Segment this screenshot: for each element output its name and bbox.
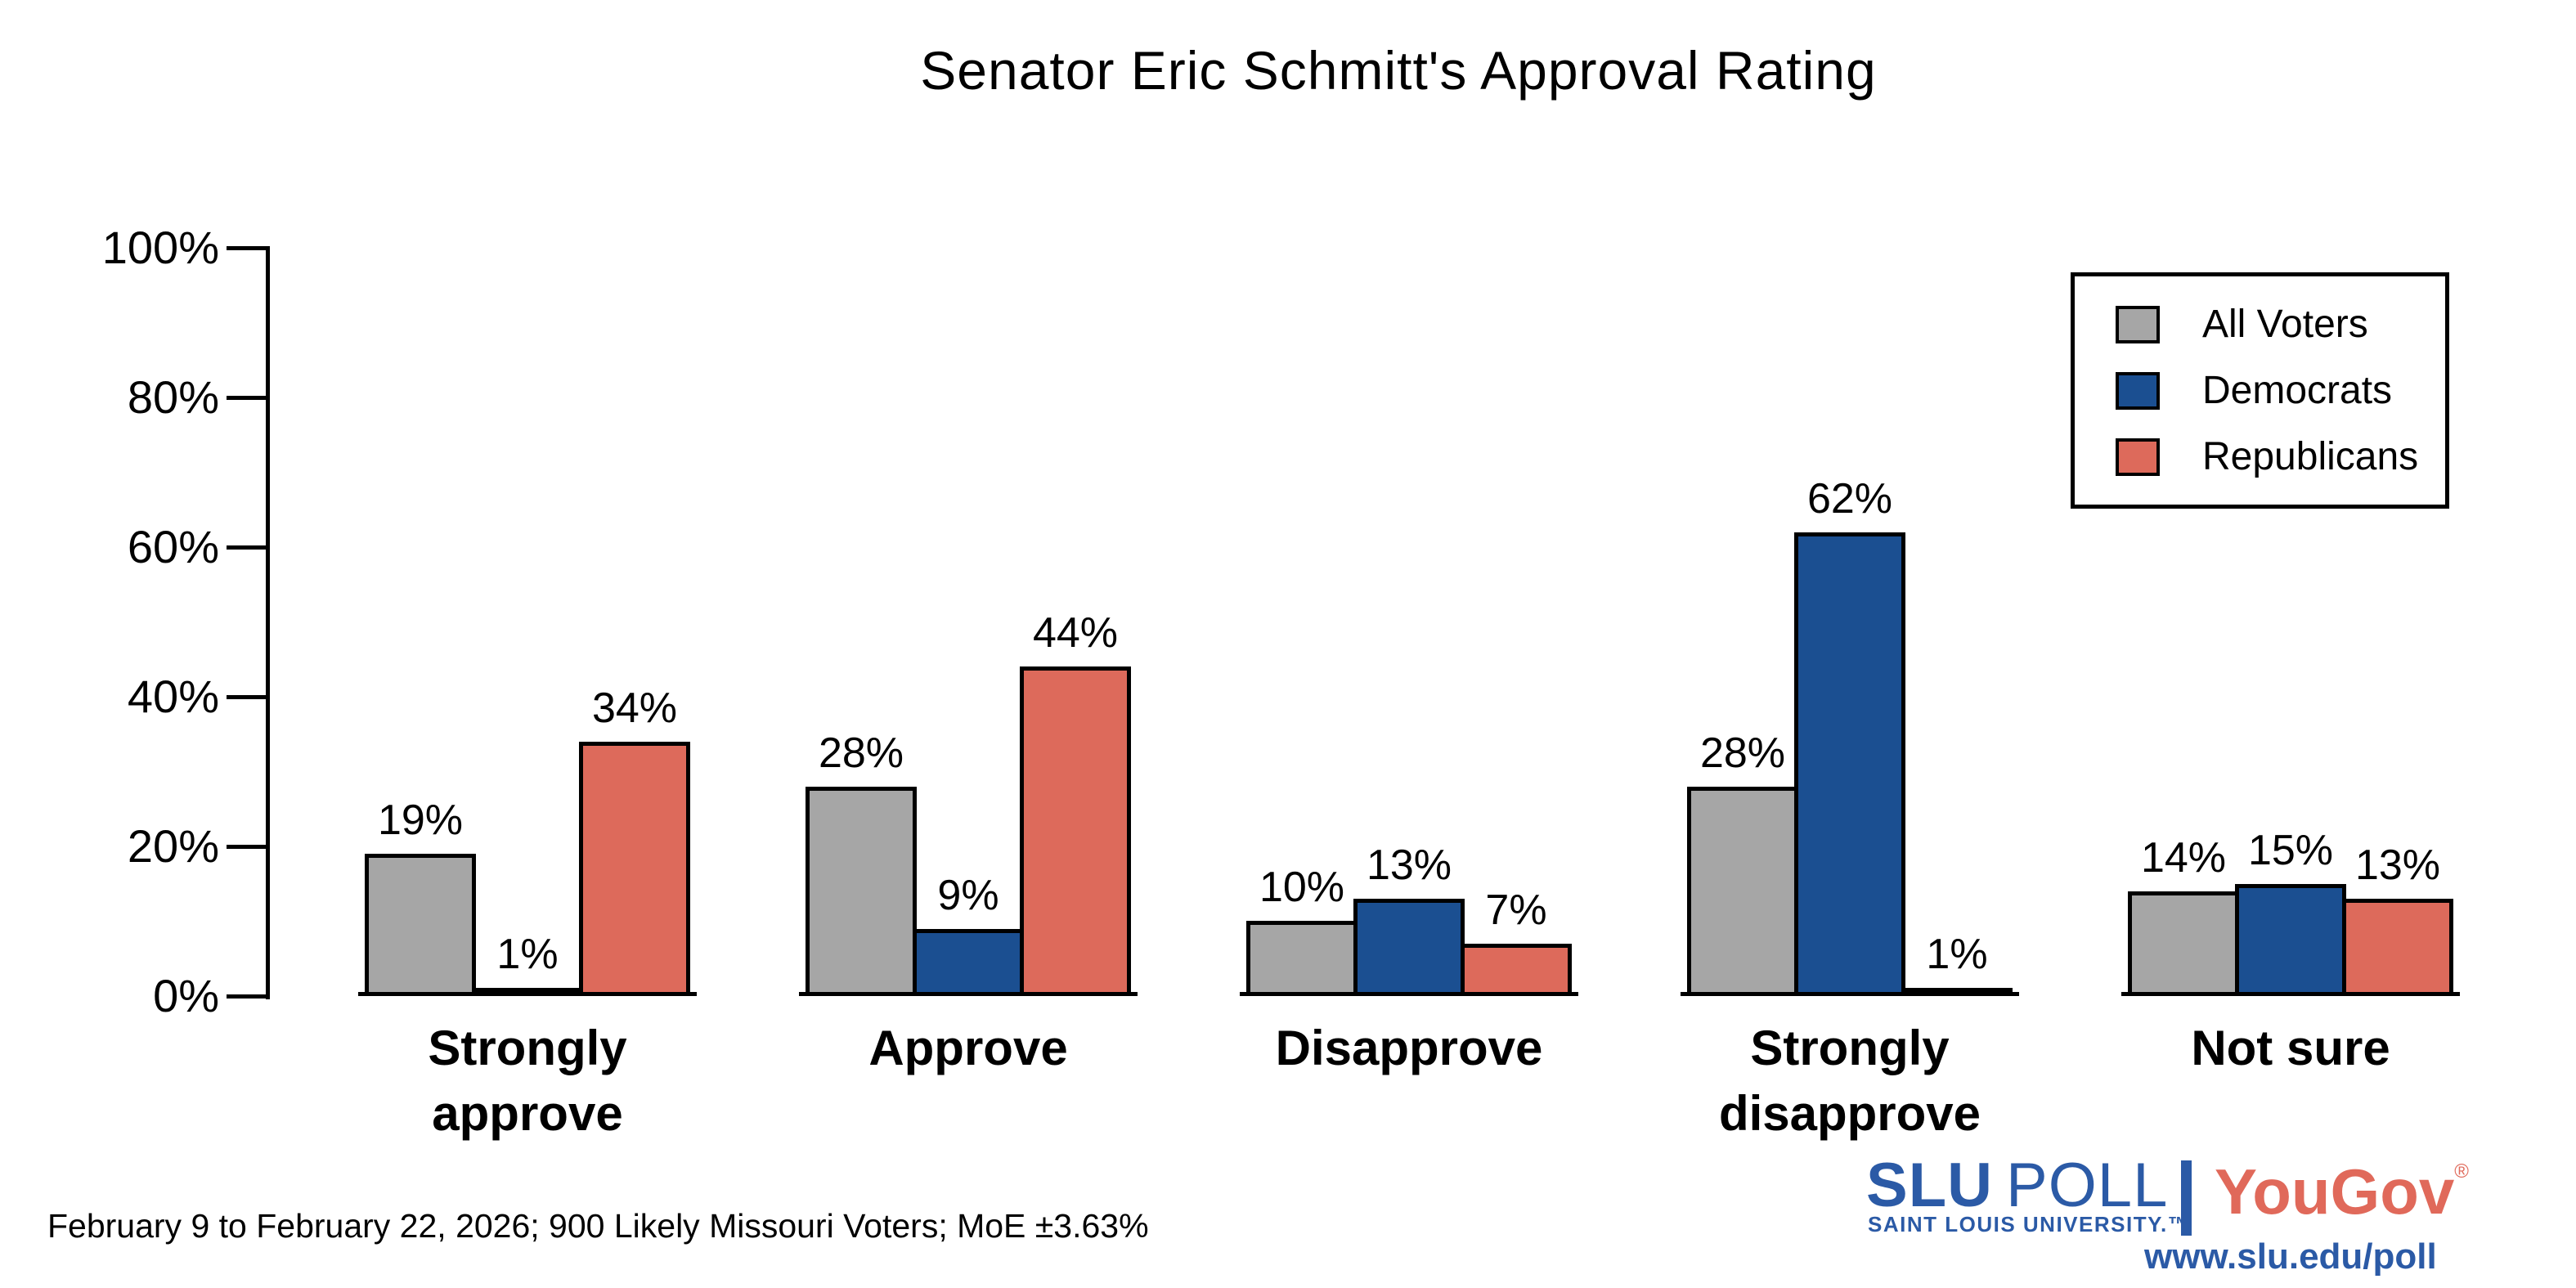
slu-logo-text: SLU [1866, 1151, 1993, 1220]
yougov-logo: YouGov® [2215, 1155, 2469, 1229]
value-label-all-voters-not-sure: 14% [2140, 834, 2227, 882]
y-tick-label-60: 60% [127, 521, 219, 572]
methodology-note: February 9 to February 22, 2026; 900 Lik… [47, 1207, 1149, 1245]
value-label-democrats-strongly-disapprove: 62% [1806, 475, 1893, 523]
bar-democrats-strongly-disapprove [1794, 532, 1905, 996]
value-label-democrats-disapprove: 13% [1366, 841, 1452, 889]
bar-all-voters-approve [806, 787, 917, 996]
category-label-strongly-approve: Strongly approve [428, 1021, 627, 1141]
registered-trademark-icon: ® [2454, 1160, 2469, 1183]
y-tick-100 [227, 246, 266, 250]
y-tick-label-20: 20% [127, 820, 219, 872]
legend-swatch-all-voters [2116, 305, 2160, 343]
bar-republicans-approve [1020, 666, 1131, 996]
bar-all-voters-not-sure [2128, 891, 2239, 996]
y-tick-20 [227, 845, 266, 849]
saint-louis-university-text: SAINT LOUIS UNIVERSITY.™ [1868, 1212, 2191, 1236]
y-tick-label-80: 80% [127, 371, 219, 423]
y-tick-label-40: 40% [127, 671, 219, 722]
value-label-democrats-not-sure: 15% [2247, 827, 2334, 874]
category-label-strongly-disapprove: Strongly disapprove [1718, 1021, 1981, 1141]
bar-democrats-approve [913, 929, 1024, 996]
bar-republicans-strongly-disapprove [1901, 988, 2013, 996]
y-tick-label-100: 100% [101, 222, 219, 273]
legend-label-republicans: Republicans [2202, 435, 2419, 478]
bar-republicans-disapprove [1461, 944, 1572, 996]
y-tick-40 [227, 695, 266, 699]
bar-democrats-not-sure [2235, 884, 2346, 996]
y-tick-60 [227, 545, 266, 550]
yougov-logo-text: YouGov [2215, 1156, 2455, 1227]
poll-logo-text: POLL [2006, 1151, 2169, 1220]
bar-republicans-strongly-approve [579, 742, 690, 996]
value-label-all-voters-disapprove: 10% [1259, 864, 1345, 911]
bar-democrats-strongly-approve [472, 988, 583, 996]
legend-swatch-republicans [2116, 438, 2160, 476]
category-label-approve: Approve [868, 1021, 1068, 1075]
chart-legend: All Voters Democrats Republicans [2071, 272, 2449, 509]
value-label-all-voters-strongly-approve: 19% [377, 797, 464, 844]
legend-label-all-voters: All Voters [2202, 303, 2368, 346]
y-tick-0 [227, 994, 266, 999]
legend-row-republicans: Republicans [2116, 434, 2445, 479]
value-label-republicans-strongly-approve: 34% [591, 684, 678, 732]
value-label-democrats-approve: 9% [937, 872, 999, 919]
slu-poll-logo: SLU POLL [1866, 1150, 2168, 1221]
bar-all-voters-strongly-approve [365, 854, 476, 996]
value-label-republicans-strongly-disapprove: 1% [1926, 931, 1988, 978]
value-label-democrats-strongly-approve: 1% [496, 931, 559, 978]
value-label-republicans-approve: 44% [1032, 609, 1119, 657]
y-tick-80 [227, 396, 266, 400]
bar-all-voters-strongly-disapprove [1687, 787, 1798, 996]
legend-label-democrats: Democrats [2202, 369, 2393, 412]
bar-democrats-disapprove [1353, 899, 1465, 996]
legend-row-all-voters: All Voters [2116, 302, 2445, 347]
value-label-republicans-disapprove: 7% [1485, 886, 1547, 934]
category-label-disapprove: Disapprove [1275, 1021, 1543, 1075]
value-label-republicans-not-sure: 13% [2354, 841, 2441, 889]
value-label-all-voters-approve: 28% [818, 729, 904, 777]
brand-divider-bar [2181, 1160, 2192, 1236]
bar-all-voters-disapprove [1246, 921, 1358, 996]
category-label-not-sure: Not sure [2191, 1021, 2390, 1075]
chart-title: Senator Eric Schmitt's Approval Rating [920, 40, 1877, 101]
y-axis-line [266, 246, 270, 999]
legend-swatch-democrats [2116, 371, 2160, 410]
y-tick-label-0: 0% [153, 970, 219, 1021]
value-label-all-voters-strongly-disapprove: 28% [1699, 729, 1786, 777]
bar-republicans-not-sure [2342, 899, 2453, 996]
legend-row-democrats: Democrats [2116, 368, 2445, 413]
slu-poll-url: www.slu.edu/poll [2144, 1236, 2437, 1277]
